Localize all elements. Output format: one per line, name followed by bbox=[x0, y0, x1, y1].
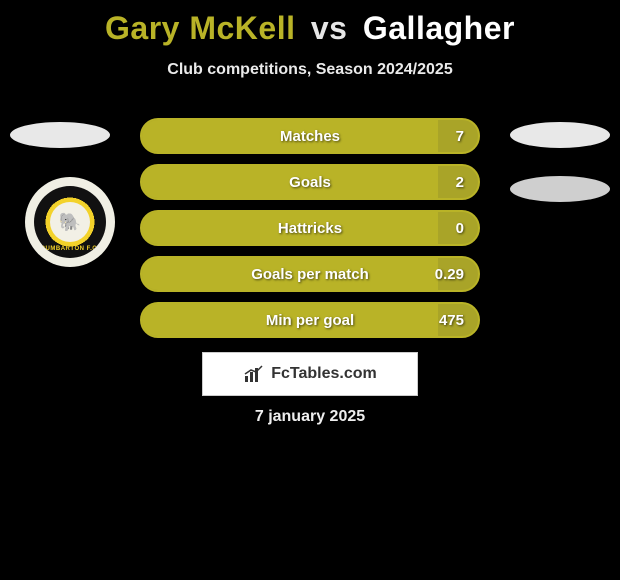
vs-text: vs bbox=[311, 10, 348, 46]
subtitle: Club competitions, Season 2024/2025 bbox=[0, 61, 620, 79]
brand-box[interactable]: FcTables.com bbox=[202, 352, 418, 396]
stat-row: Goals 2 bbox=[140, 164, 480, 200]
stat-row: Min per goal 475 bbox=[140, 302, 480, 338]
stat-label: Goals bbox=[142, 174, 478, 191]
stat-label: Hattricks bbox=[142, 220, 478, 237]
player-2-club-placeholder bbox=[510, 176, 610, 202]
stat-label: Goals per match bbox=[142, 266, 478, 283]
stat-row: Hattricks 0 bbox=[140, 210, 480, 246]
page-title: Gary McKell vs Gallagher bbox=[0, 0, 620, 47]
stat-value: 475 bbox=[439, 312, 464, 329]
club-badge-center: 🐘 bbox=[50, 202, 90, 242]
brand-chart-icon bbox=[243, 364, 265, 384]
stat-row: Matches 7 bbox=[140, 118, 480, 154]
brand-text: FcTables.com bbox=[271, 365, 377, 383]
player-1-photo-placeholder bbox=[10, 122, 110, 148]
stat-label: Matches bbox=[142, 128, 478, 145]
player-1-name: Gary McKell bbox=[105, 10, 295, 46]
stat-value: 2 bbox=[456, 174, 464, 191]
player-2-name: Gallagher bbox=[363, 10, 515, 46]
player-2-photo-placeholder bbox=[510, 122, 610, 148]
club-badge-text: DUMBARTON F.C. bbox=[34, 246, 106, 252]
stat-value: 0 bbox=[456, 220, 464, 237]
stat-value: 7 bbox=[456, 128, 464, 145]
club-badge-ring: 🐘 DUMBARTON F.C. bbox=[34, 186, 106, 258]
stats-rows: Matches 7 Goals 2 Hattricks 0 Goals per … bbox=[140, 118, 480, 348]
player-1-club-badge: 🐘 DUMBARTON F.C. bbox=[25, 177, 115, 267]
stat-label: Min per goal bbox=[142, 312, 478, 329]
date-text: 7 january 2025 bbox=[0, 408, 620, 426]
stat-row: Goals per match 0.29 bbox=[140, 256, 480, 292]
stat-value: 0.29 bbox=[435, 266, 464, 283]
